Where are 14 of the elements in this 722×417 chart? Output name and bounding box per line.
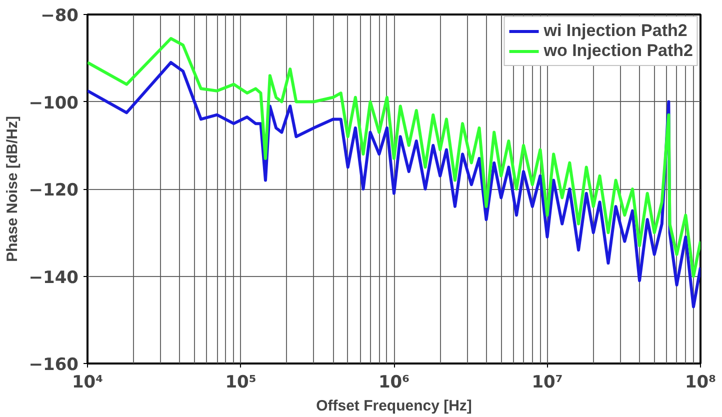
x-axis-title: Offset Frequency [Hz] [316,398,472,414]
y-tick-label: −140 [28,268,79,288]
y-tick-label: −160 [28,355,79,375]
legend-label: wi Injection Path2 [544,21,688,41]
x-tick-label: 10⁷ [532,372,563,392]
x-tick-label: 10⁶ [378,372,410,392]
x-tick-label: 10⁵ [225,372,256,392]
y-tick-label: −80 [40,6,79,26]
legend-label: wo Injection Path2 [544,41,693,61]
y-tick-label: −120 [28,180,79,200]
y-tick-label: −100 [28,93,79,114]
x-tick-label: 10⁴ [72,372,104,392]
y-axis-title: Phase Noise [dB/Hz] [4,116,21,262]
x-tick-label: 10⁸ [684,372,716,392]
